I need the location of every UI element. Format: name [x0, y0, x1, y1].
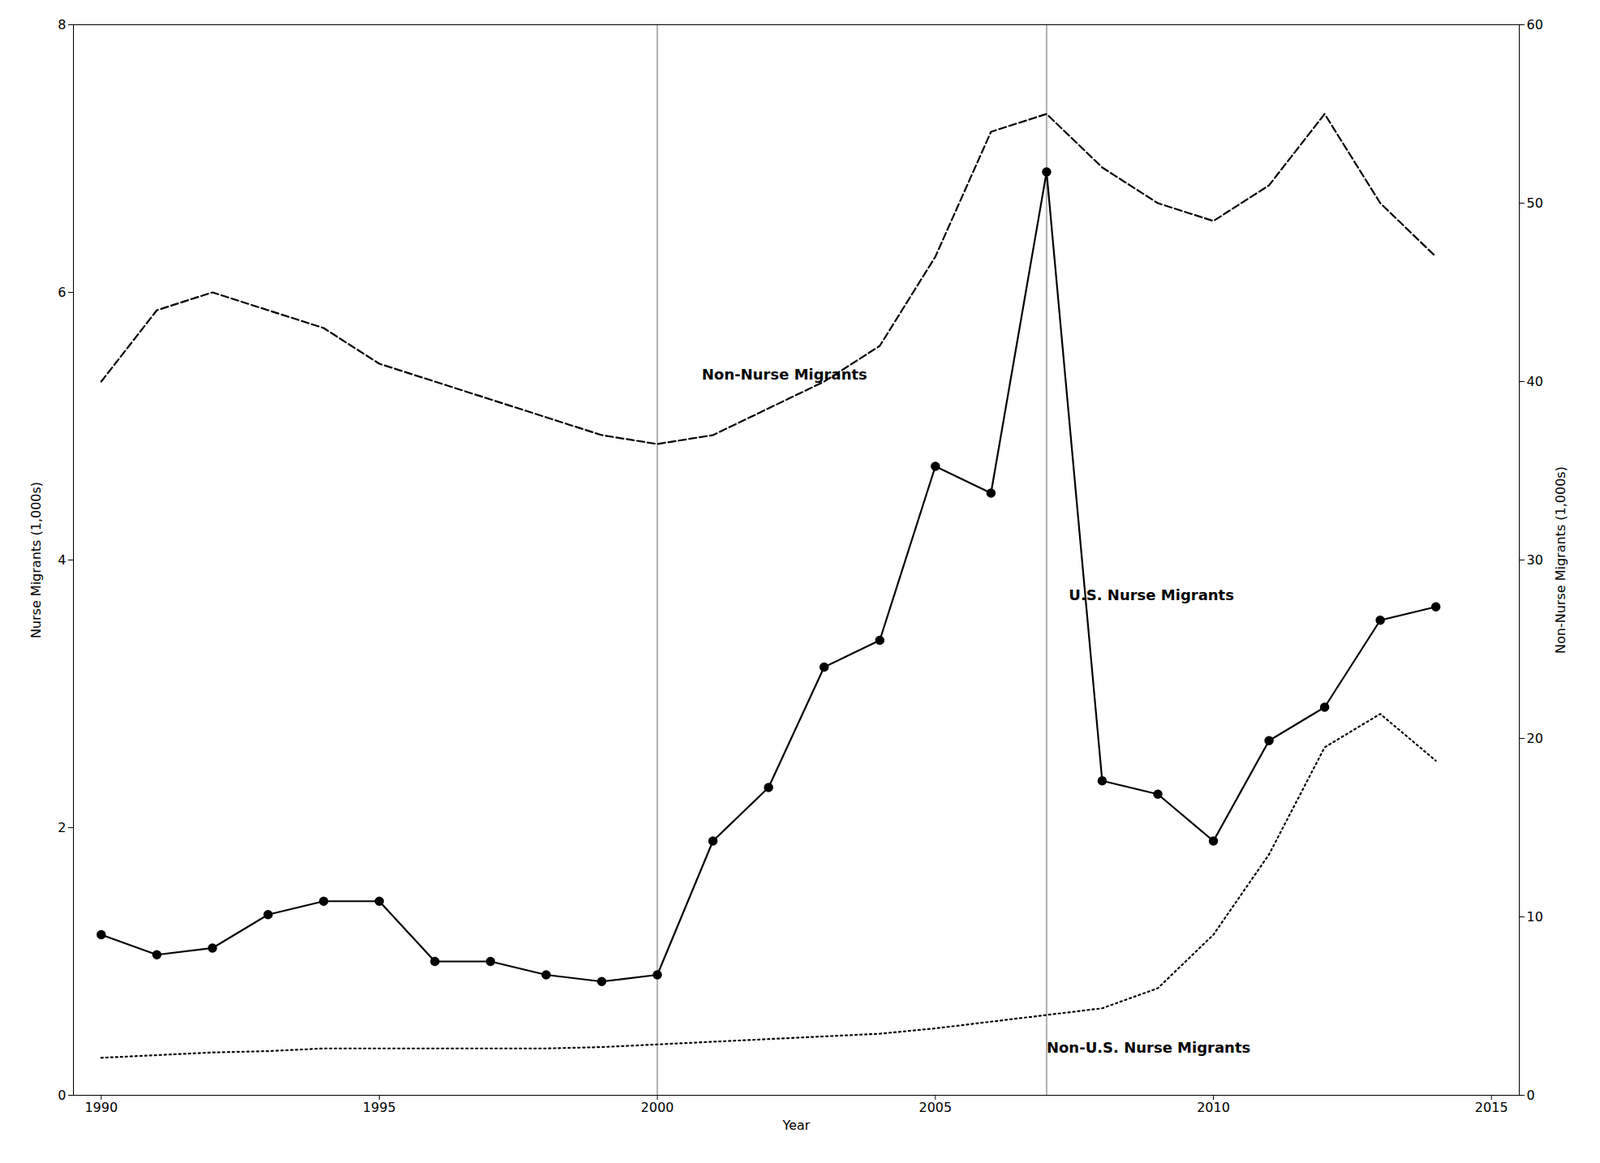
svg-text:Nurse Migrants (1,000s): Nurse Migrants (1,000s) [28, 481, 44, 639]
svg-text:Non-Nurse Migrants: Non-Nurse Migrants [701, 365, 868, 383]
svg-text:4: 4 [57, 552, 66, 568]
svg-text:1990: 1990 [84, 1100, 118, 1116]
svg-text:2015: 2015 [1475, 1100, 1509, 1116]
svg-text:0: 0 [1526, 1088, 1536, 1104]
svg-text:2000: 2000 [640, 1100, 675, 1116]
svg-text:20: 20 [1526, 731, 1544, 747]
svg-text:Non-U.S. Nurse Migrants: Non-U.S. Nurse Migrants [1046, 1039, 1251, 1057]
svg-text:2: 2 [57, 820, 66, 836]
svg-text:2005: 2005 [918, 1100, 952, 1116]
svg-text:6: 6 [57, 284, 66, 301]
svg-text:0: 0 [57, 1088, 66, 1104]
svg-text:30: 30 [1526, 552, 1544, 568]
svg-text:50: 50 [1526, 195, 1544, 211]
svg-text:U.S. Nurse Migrants: U.S. Nurse Migrants [1068, 586, 1235, 604]
svg-text:60: 60 [1526, 17, 1544, 33]
svg-text:40: 40 [1526, 374, 1544, 390]
svg-text:2010: 2010 [1196, 1100, 1231, 1116]
svg-text:8: 8 [57, 17, 66, 33]
svg-text:Year: Year [782, 1118, 811, 1134]
svg-text:1995: 1995 [362, 1100, 396, 1116]
svg-text:Non-Nurse Migrants (1,000s): Non-Nurse Migrants (1,000s) [1552, 466, 1569, 654]
svg-text:10: 10 [1526, 909, 1544, 925]
